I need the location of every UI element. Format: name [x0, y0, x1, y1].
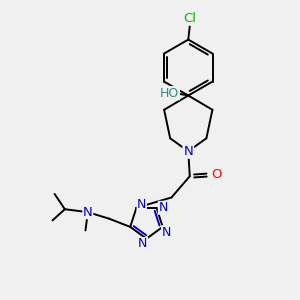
Text: N: N [138, 238, 148, 250]
Text: N: N [83, 206, 93, 219]
Text: O: O [211, 168, 221, 181]
Text: N: N [137, 198, 146, 211]
Text: N: N [162, 226, 171, 239]
Text: N: N [183, 145, 193, 158]
Text: N: N [158, 201, 168, 214]
Text: Cl: Cl [183, 12, 196, 25]
Text: HO: HO [160, 87, 179, 100]
